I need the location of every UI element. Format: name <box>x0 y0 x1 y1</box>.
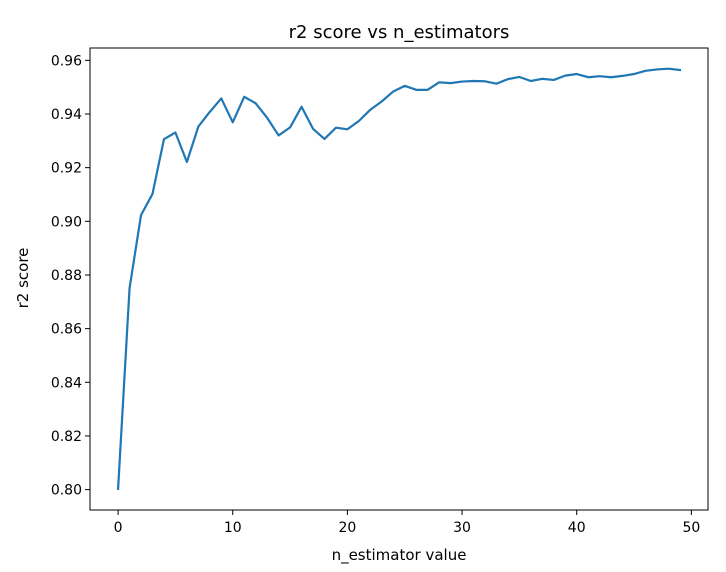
y-axis-ticks: 0.80 0.82 0.84 0.86 0.88 0.90 0.92 0.94 0.96 <box>51 53 90 499</box>
y-tick-label: 0.96 <box>51 53 82 69</box>
y-tick-label: 0.88 <box>51 268 82 284</box>
chart-title: r2 score vs n_estimators <box>289 22 510 43</box>
x-axis-label: n_estimator value <box>332 546 467 565</box>
x-tick-label: 20 <box>338 520 356 536</box>
y-axis-label: r2 score <box>14 248 32 309</box>
y-tick-label: 0.90 <box>51 214 82 230</box>
x-tick-label: 40 <box>568 520 586 536</box>
y-tick-label: 0.80 <box>51 483 82 499</box>
series-line-1 <box>116 67 682 490</box>
y-tick-label: 0.84 <box>51 375 82 391</box>
x-axis-ticks: 0 10 20 30 40 50 <box>114 510 700 536</box>
y-tick-label: 0.82 <box>51 429 82 445</box>
plot-frame <box>89 47 709 511</box>
x-tick-label: 50 <box>682 520 700 536</box>
y-tick-label: 0.94 <box>51 107 82 123</box>
x-tick-label: 10 <box>224 520 242 536</box>
y-tick-label: 0.86 <box>51 322 82 338</box>
plot-area <box>89 47 709 511</box>
y-tick-label: 0.92 <box>51 161 82 177</box>
x-tick-label: 30 <box>453 520 471 536</box>
x-tick-label: 0 <box>114 520 123 536</box>
